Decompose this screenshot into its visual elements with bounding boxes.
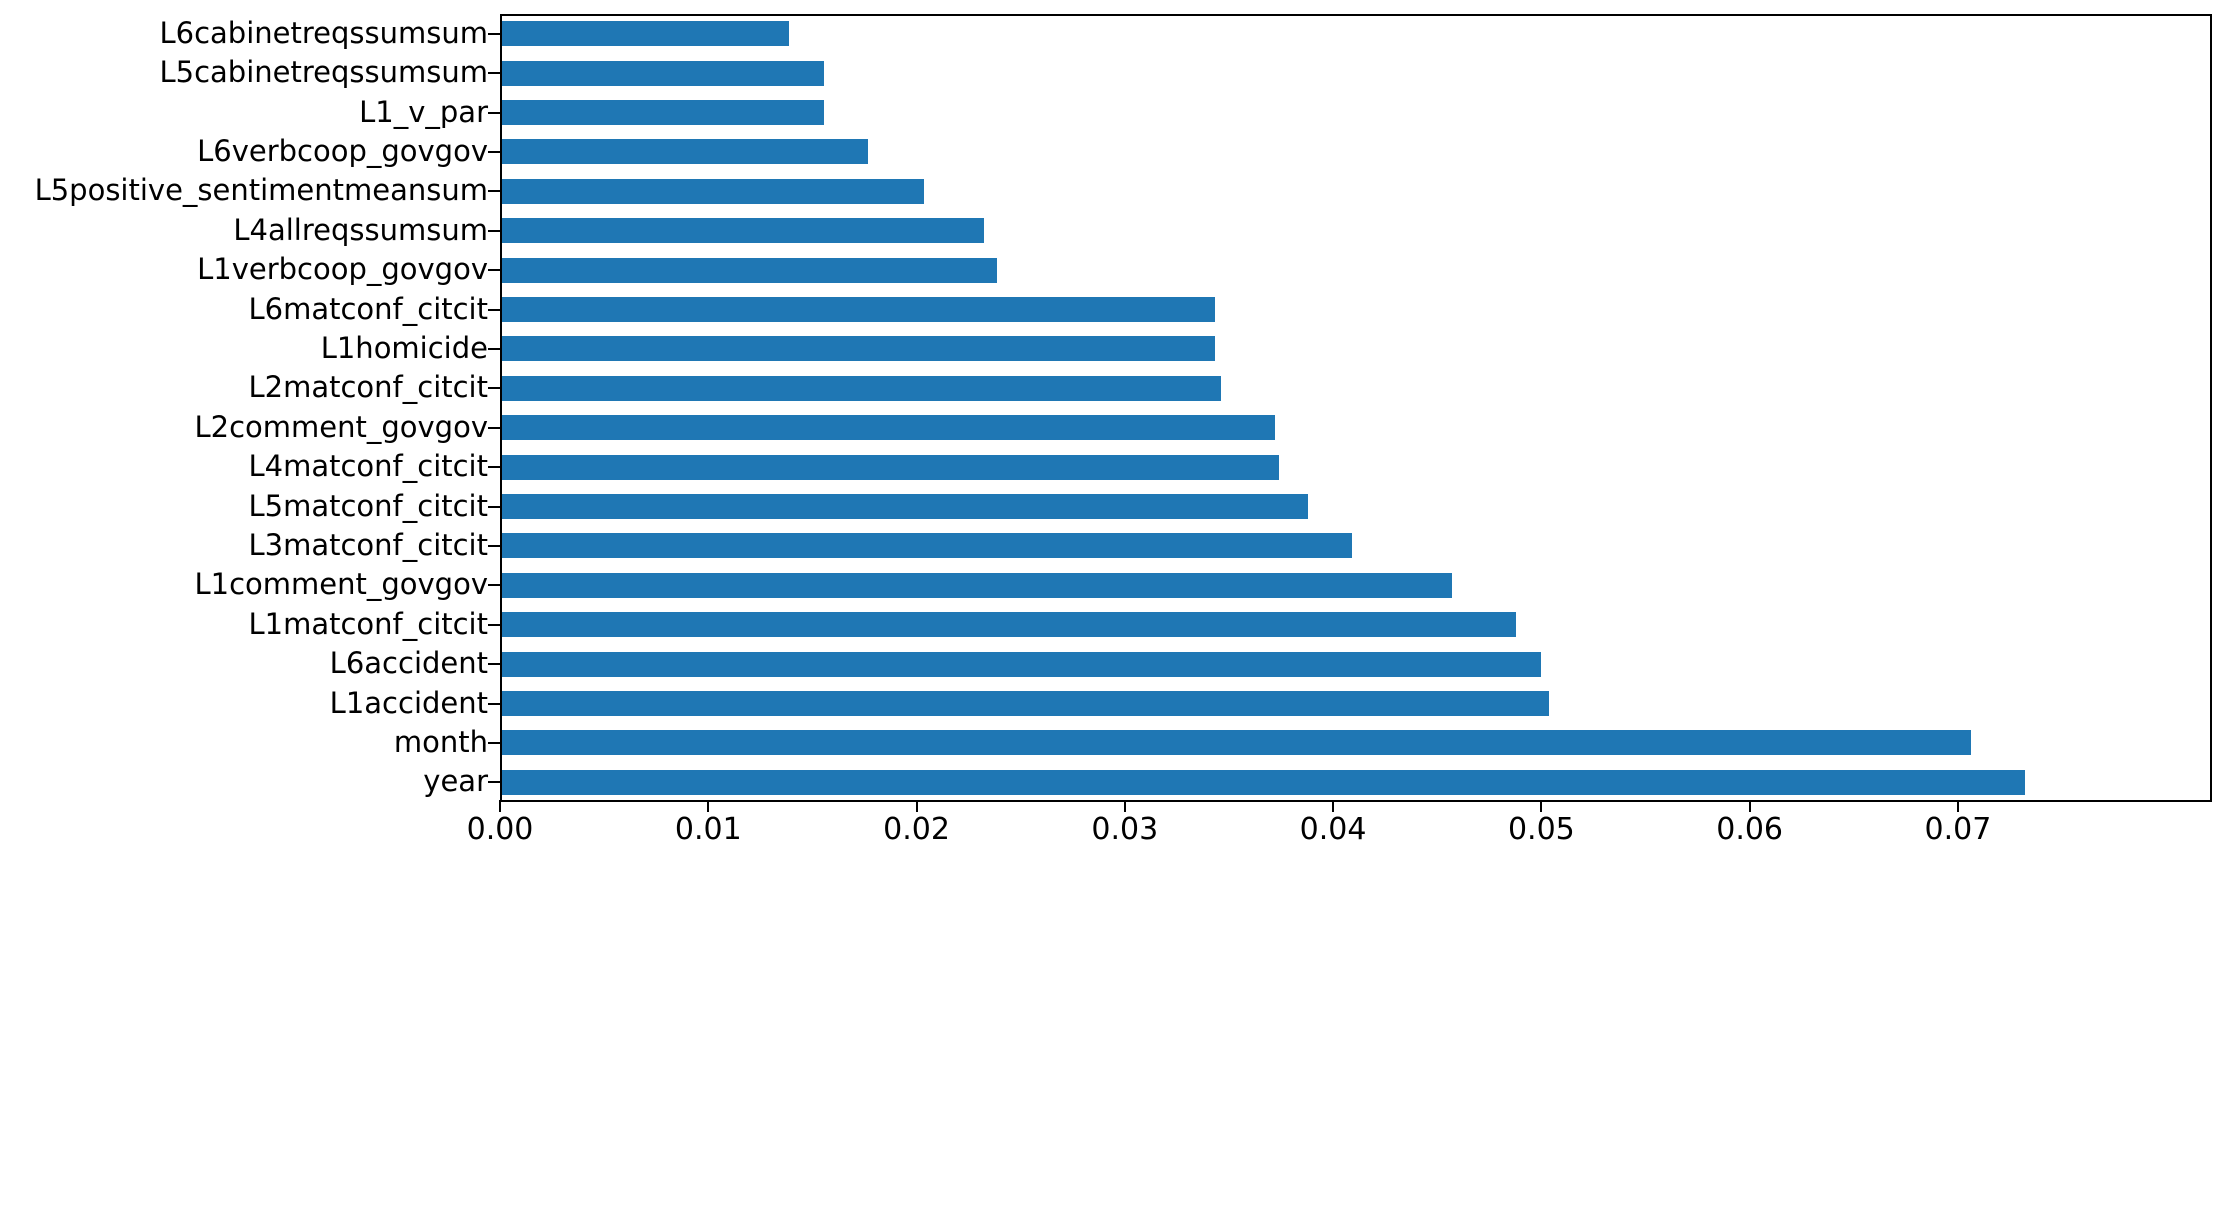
bar — [502, 257, 997, 283]
y-tick-mark — [488, 269, 500, 272]
y-tick-mark — [488, 426, 500, 429]
x-tick-label: 0.05 — [1507, 812, 1575, 847]
bar — [502, 21, 789, 47]
y-tick-mark — [488, 150, 500, 153]
bar — [502, 494, 1309, 519]
y-tick-label: L5cabinetreqssumsum — [159, 55, 488, 90]
y-tick-label: L2comment_govgov — [194, 409, 488, 444]
y-tick-label: month — [393, 724, 488, 759]
y-tick-mark — [488, 229, 500, 232]
y-tick-label: year — [423, 764, 488, 799]
y-tick-mark — [488, 702, 500, 705]
y-tick-label: L1_v_par — [359, 94, 488, 129]
x-tick-mark — [1540, 800, 1543, 812]
x-tick-mark — [499, 800, 501, 812]
y-tick-label: L1comment_govgov — [194, 567, 488, 602]
y-tick-mark — [488, 505, 500, 508]
y-tick-label: L1matconf_citcit — [248, 606, 488, 641]
x-tick-label: 0.07 — [1924, 812, 1992, 847]
y-tick-mark — [488, 544, 500, 547]
y-tick-mark — [488, 347, 500, 350]
y-tick-mark — [488, 584, 500, 587]
bar — [502, 572, 1452, 598]
bar — [502, 651, 1541, 677]
x-tick-label: 0.04 — [1299, 812, 1367, 847]
x-tick-mark — [1332, 800, 1335, 812]
y-tick-label: L6verbcoop_govgov — [197, 133, 488, 168]
x-tick-label: 0.02 — [883, 812, 950, 847]
bar — [502, 375, 1221, 401]
y-tick-label: L1homicide — [320, 330, 488, 365]
y-tick-mark — [488, 387, 500, 390]
x-tick-mark — [1748, 800, 1751, 812]
y-tick-label: L5positive_sentimentmeansum — [34, 173, 488, 208]
y-tick-label: L3matconf_citcit — [248, 527, 488, 562]
y-tick-mark — [488, 190, 500, 193]
y-tick-label: L1accident — [329, 685, 488, 720]
y-tick-mark — [488, 663, 500, 666]
bar — [502, 60, 825, 86]
y-tick-mark — [488, 623, 500, 626]
y-tick-mark — [488, 32, 500, 35]
x-tick-label: 0.01 — [674, 812, 742, 847]
y-tick-mark — [488, 72, 500, 75]
bar — [502, 415, 1275, 441]
y-tick-label: L6accident — [329, 646, 488, 681]
y-tick-mark — [488, 308, 500, 311]
x-tick-label: 0.00 — [466, 812, 534, 847]
plot-area — [500, 14, 2212, 802]
x-tick-mark — [1956, 800, 1959, 812]
bar — [502, 769, 2026, 795]
y-tick-mark — [488, 111, 500, 114]
y-tick-label: L4matconf_citcit — [248, 449, 488, 484]
bar — [502, 336, 1215, 362]
y-tick-mark — [488, 466, 500, 469]
bar — [502, 139, 868, 165]
bar — [502, 454, 1280, 480]
y-tick-label: L1verbcoop_govgov — [197, 252, 488, 287]
bar — [502, 691, 1550, 716]
y-tick-mark — [488, 741, 500, 744]
y-tick-label: L4allreqssumsum — [233, 212, 488, 247]
y-tick-label: L6matconf_citcit — [248, 291, 488, 326]
x-tick-label: 0.03 — [1091, 812, 1159, 847]
bar — [502, 297, 1215, 322]
y-tick-mark — [488, 781, 500, 784]
x-tick-mark — [707, 800, 710, 812]
y-tick-label: L5matconf_citcit — [248, 488, 488, 523]
x-tick-mark — [1123, 800, 1126, 812]
y-tick-label: L6cabinetreqssumsum — [159, 15, 488, 50]
bar — [502, 730, 1972, 756]
bar — [502, 100, 825, 125]
bar — [502, 218, 985, 244]
y-tick-label: L2matconf_citcit — [248, 370, 488, 405]
bar — [502, 178, 924, 204]
x-tick-mark — [915, 800, 918, 812]
x-tick-label: 0.06 — [1716, 812, 1784, 847]
bar — [502, 612, 1516, 638]
bar — [502, 533, 1352, 559]
